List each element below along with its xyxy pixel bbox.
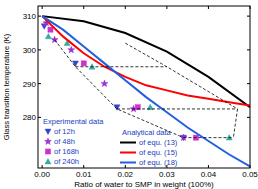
plot-area xyxy=(41,16,250,166)
point xyxy=(51,36,58,43)
y-axis-label: Glass transition temperature (K) xyxy=(2,33,11,140)
x-tick-label: 0.04 xyxy=(201,170,217,179)
legend-label: of 240h xyxy=(54,157,79,166)
legend-label: of equ. (15) xyxy=(139,148,178,157)
frame xyxy=(38,6,250,168)
legend: Experimental dataof 12hof 48hof 168hof 2… xyxy=(43,117,104,166)
point xyxy=(45,33,51,38)
legend-label: of equ. (18) xyxy=(139,158,178,167)
legend-marker xyxy=(45,138,52,145)
point xyxy=(101,80,108,87)
x-tick-label: 0.00 xyxy=(34,170,50,179)
y-tick-label: 280 xyxy=(23,113,37,122)
line xyxy=(42,16,250,166)
legend-label: of 12h xyxy=(54,127,75,136)
point xyxy=(48,27,53,32)
x-tick-label: 0.05 xyxy=(242,170,258,179)
y-tick-label: 310 xyxy=(23,12,37,21)
legend-line xyxy=(120,162,136,164)
x-tick-label: 0.01 xyxy=(76,170,92,179)
legend-label: of 48h xyxy=(54,137,75,146)
point xyxy=(81,61,86,66)
legend-title: Experimental data xyxy=(43,117,104,126)
y-tick-label: 300 xyxy=(23,46,37,55)
point xyxy=(68,46,75,53)
x-axis-label: Ratio of water to SMP in weight (100%) xyxy=(74,180,214,189)
x-tick-label: 0.03 xyxy=(159,170,175,179)
legend-line xyxy=(120,142,136,144)
legend-title: Analytical data xyxy=(122,128,172,137)
x-tick-label: 0.02 xyxy=(118,170,134,179)
line xyxy=(42,16,250,105)
legend-label: of equ. (13) xyxy=(139,138,178,147)
legend-marker xyxy=(45,159,51,164)
line xyxy=(42,16,250,107)
legend-marker xyxy=(45,149,50,154)
y-tick-label: 290 xyxy=(23,80,37,89)
legend-label: of 168h xyxy=(54,147,79,156)
legend: Analytical dataof equ. (13)of equ. (15)o… xyxy=(120,128,178,167)
chart: 0.00 0.01 0.02 0.03 0.04 0.05 280 290 300 310 Rati… xyxy=(0,0,258,189)
legend-line xyxy=(120,152,136,154)
legend-marker xyxy=(45,129,51,134)
